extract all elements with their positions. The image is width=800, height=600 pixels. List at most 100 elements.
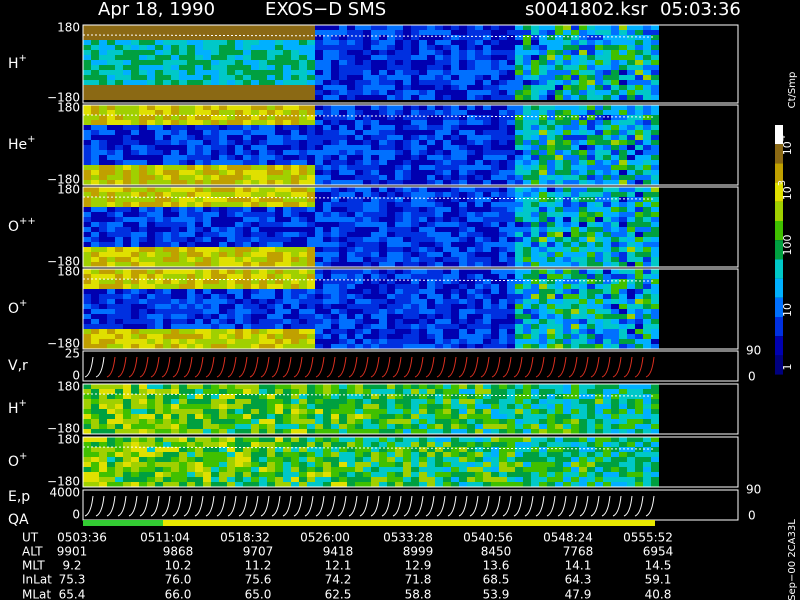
spec-cell xyxy=(451,110,459,115)
spec-cell xyxy=(603,344,611,349)
spec-cell xyxy=(211,55,219,60)
spec-cell xyxy=(403,217,411,222)
spec-cell xyxy=(115,110,123,115)
spec-cell xyxy=(283,50,291,55)
spec-cell xyxy=(155,414,163,419)
spec-cell xyxy=(499,187,507,192)
spec-cell xyxy=(635,95,643,100)
spec-cell xyxy=(115,140,123,145)
spec-cell xyxy=(323,329,331,334)
spec-cell xyxy=(371,319,379,324)
spec-cell xyxy=(515,324,523,329)
spec-cell xyxy=(403,50,411,55)
spec-cell xyxy=(523,262,531,267)
spec-cell xyxy=(363,80,371,85)
spec-cell xyxy=(283,80,291,85)
spec-cell xyxy=(531,55,539,60)
spec-cell xyxy=(163,130,171,135)
spec-cell xyxy=(547,150,555,155)
spec-cell xyxy=(299,319,307,324)
spec-cell xyxy=(419,170,427,175)
spec-cell xyxy=(595,145,603,150)
spec-cell xyxy=(291,284,299,289)
spec-cell xyxy=(387,45,395,50)
spec-cell xyxy=(379,429,387,434)
instrument: EXOS−D SMS xyxy=(265,0,386,20)
spec-cell xyxy=(467,329,475,334)
spec-cell xyxy=(299,324,307,329)
spec-cell xyxy=(467,309,475,314)
spec-cell xyxy=(163,227,171,232)
spec-cell xyxy=(179,324,187,329)
spec-cell xyxy=(171,180,179,185)
spec-cell xyxy=(243,399,251,404)
spec-cell xyxy=(403,309,411,314)
spec-cell xyxy=(235,269,243,274)
spec-cell xyxy=(603,197,611,202)
spec-cell xyxy=(243,217,251,222)
spec-cell xyxy=(643,319,651,324)
spec-cell xyxy=(531,130,539,135)
spec-cell xyxy=(483,70,491,75)
spec-cell xyxy=(211,252,219,257)
spec-cell xyxy=(651,160,659,165)
spec-cell xyxy=(203,262,211,267)
spec-cell xyxy=(467,304,475,309)
spec-cell xyxy=(219,65,227,70)
spec-cell xyxy=(427,170,435,175)
spec-cell xyxy=(323,212,331,217)
spec-cell xyxy=(299,155,307,160)
spec-cell xyxy=(643,155,651,160)
spec-cell xyxy=(155,324,163,329)
spec-cell xyxy=(275,45,283,50)
spec-cell xyxy=(555,175,563,180)
spec-cell xyxy=(243,284,251,289)
spec-cell xyxy=(139,180,147,185)
spec-cell xyxy=(123,414,131,419)
spec-cell xyxy=(83,115,91,120)
spec-cell xyxy=(291,294,299,299)
spec-cell xyxy=(379,40,387,45)
spec-cell xyxy=(203,414,211,419)
spec-cell xyxy=(291,95,299,100)
spec-cell xyxy=(507,155,515,160)
spec-cell xyxy=(451,105,459,110)
spec-cell xyxy=(451,155,459,160)
spec-cell xyxy=(547,334,555,339)
spec-cell xyxy=(123,334,131,339)
spec-cell xyxy=(635,30,643,35)
spec-cell xyxy=(315,45,323,50)
spec-cell xyxy=(515,40,523,45)
spec-cell xyxy=(163,314,171,319)
spec-cell xyxy=(115,232,123,237)
spec-cell xyxy=(283,294,291,299)
spec-cell xyxy=(83,70,91,75)
spec-cell xyxy=(587,45,595,50)
spec-cell xyxy=(635,55,643,60)
spec-cell xyxy=(507,160,515,165)
spec-cell xyxy=(235,314,243,319)
spec-cell xyxy=(491,237,499,242)
spec-cell xyxy=(515,125,523,130)
spec-cell xyxy=(99,269,107,274)
spec-cell xyxy=(211,242,219,247)
spec-cell xyxy=(131,262,139,267)
spec-cell xyxy=(171,120,179,125)
spec-cell xyxy=(107,207,115,212)
spec-cell xyxy=(363,50,371,55)
spec-cell xyxy=(643,289,651,294)
spec-cell xyxy=(523,70,531,75)
spec-cell xyxy=(371,389,379,394)
spec-cell xyxy=(411,222,419,227)
spec-cell xyxy=(235,140,243,145)
spec-cell xyxy=(579,269,587,274)
spec-cell xyxy=(235,45,243,50)
spec-cell xyxy=(195,60,203,65)
spec-cell xyxy=(427,269,435,274)
spec-cell xyxy=(227,232,235,237)
spec-cell xyxy=(211,202,219,207)
spec-cell xyxy=(395,165,403,170)
spec-cell xyxy=(523,197,531,202)
spec-cell xyxy=(211,304,219,309)
spec-cell xyxy=(219,120,227,125)
